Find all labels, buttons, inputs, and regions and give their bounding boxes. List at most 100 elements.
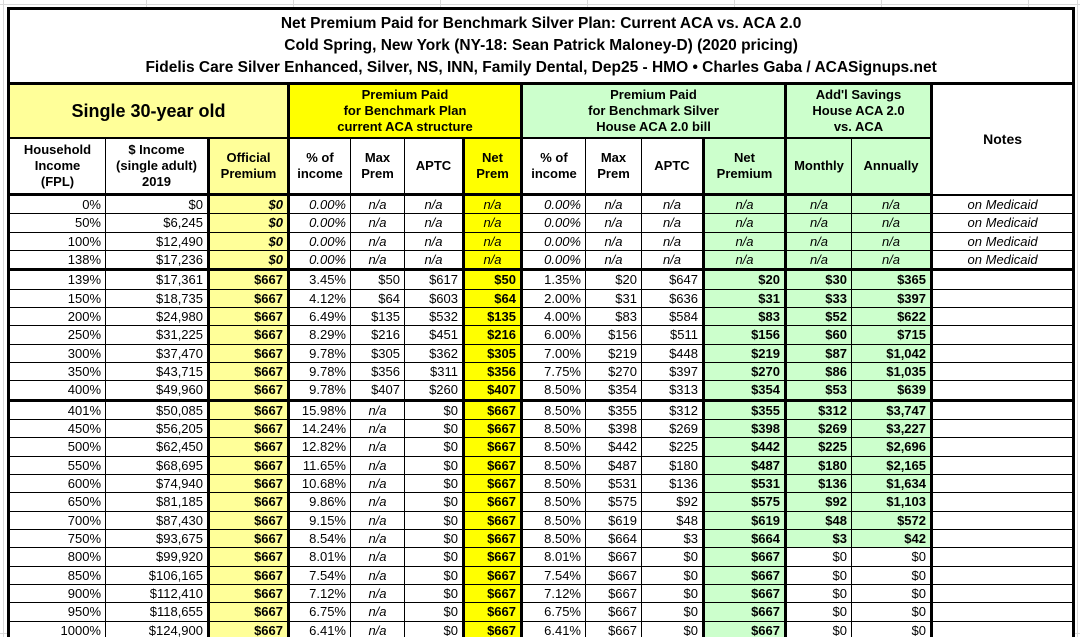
cell-aca-net-prem: $667 xyxy=(462,510,522,530)
column-header-aca2-net-premium: Net Premium xyxy=(702,137,786,196)
cell-aca-max-prem: $216 xyxy=(350,325,405,345)
cell-aca-pct-income: 7.54% xyxy=(287,565,351,585)
cell-official-premium: $667 xyxy=(207,528,289,549)
cell-savings-monthly: n/a xyxy=(784,231,852,251)
cell-aca2-aptc: $92 xyxy=(641,492,704,512)
cell-notes xyxy=(929,528,1075,549)
cell-official-premium: $667 xyxy=(207,492,289,512)
cell-income: $112,410 xyxy=(105,583,209,604)
cell-fpl: 600% xyxy=(8,473,106,494)
cell-income: $37,470 xyxy=(105,343,209,363)
gridline xyxy=(3,0,4,637)
cell-aca2-aptc: $225 xyxy=(641,437,704,457)
cell-notes xyxy=(929,565,1075,585)
cell-official-premium: $667 xyxy=(207,547,289,567)
cell-aca-aptc: $603 xyxy=(404,288,464,308)
cell-aca-max-prem: n/a xyxy=(350,547,405,567)
table-row: 401% $50,085 $667 15.98% n/a $0 $667 8.50% $355 $… xyxy=(8,399,1075,420)
cell-savings-annually: $42 xyxy=(851,528,932,549)
cell-aca2-aptc: $636 xyxy=(641,288,704,308)
cell-aca2-aptc: $180 xyxy=(641,455,704,475)
title-line-3: Fidelis Care Silver Enhanced, Silver, NS… xyxy=(145,59,937,76)
cell-income: $87,430 xyxy=(105,510,209,530)
cell-savings-monthly: $0 xyxy=(784,583,852,604)
cell-savings-monthly: $3 xyxy=(784,528,852,549)
cell-savings-annually: $3,747 xyxy=(851,399,932,420)
cell-savings-monthly: $87 xyxy=(784,343,852,363)
cell-savings-monthly: $180 xyxy=(784,455,852,475)
column-header-savings-monthly: Monthly xyxy=(784,137,852,196)
cell-income: $49,960 xyxy=(105,380,209,402)
cell-savings-annually: $0 xyxy=(851,565,932,585)
cell-aca2-max-prem: $31 xyxy=(585,288,642,308)
cell-aca2-aptc: $48 xyxy=(641,510,704,530)
cell-aca2-pct-income: 8.50% xyxy=(520,510,586,530)
cell-aca-max-prem: $50 xyxy=(350,269,405,290)
cell-fpl: 138% xyxy=(8,249,106,272)
column-header-aca-net-prem: Net Prem xyxy=(462,137,522,196)
cell-official-premium: $667 xyxy=(207,620,289,637)
cell-fpl: 401% xyxy=(8,399,106,420)
cell-aca-pct-income: 9.78% xyxy=(287,380,351,402)
cell-aca2-pct-income: 8.50% xyxy=(520,473,586,494)
cell-aca-net-prem: $305 xyxy=(462,343,522,363)
cell-savings-annually: $3,227 xyxy=(851,418,932,439)
cell-aca-max-prem: n/a xyxy=(350,602,405,622)
cell-aca-net-prem: $667 xyxy=(462,418,522,439)
cell-savings-monthly: $0 xyxy=(784,565,852,585)
cell-income: $74,940 xyxy=(105,473,209,494)
cell-official-premium: $0 xyxy=(207,231,289,251)
cell-aca-pct-income: 3.45% xyxy=(287,269,351,290)
cell-official-premium: $667 xyxy=(207,343,289,363)
cell-aca-aptc: n/a xyxy=(404,193,464,215)
cell-aca2-max-prem: $664 xyxy=(585,528,642,549)
cell-aca-net-prem: $667 xyxy=(462,492,522,512)
cell-savings-monthly: $269 xyxy=(784,418,852,439)
cell-aca2-net-premium: $20 xyxy=(702,269,786,290)
cell-aca-max-prem: n/a xyxy=(350,249,405,272)
cell-fpl: 500% xyxy=(8,437,106,457)
cell-aca-aptc: $0 xyxy=(404,528,464,549)
table-row: 1000% $124,900 $667 6.41% n/a $0 $667 6.41% $667… xyxy=(8,620,1075,637)
table-row: 500% $62,450 $667 12.82% n/a $0 $667 8.50% $442 $… xyxy=(8,437,1075,457)
cell-official-premium: $0 xyxy=(207,213,289,233)
cell-notes xyxy=(929,437,1075,457)
table-row: 650% $81,185 $667 9.86% n/a $0 $667 8.50% $575 $9… xyxy=(8,492,1075,512)
table-row: 139% $17,361 $667 3.45% $50 $617 $50 1.35% $20 $6… xyxy=(8,269,1075,290)
cell-aca-net-prem: $407 xyxy=(462,380,522,402)
cell-savings-annually: n/a xyxy=(851,231,932,251)
cell-notes: on Medicaid xyxy=(929,213,1075,233)
cell-aca-aptc: $0 xyxy=(404,547,464,567)
cell-aca2-aptc: $647 xyxy=(641,269,704,290)
cell-aca2-aptc: $3 xyxy=(641,528,704,549)
cell-aca2-aptc: $312 xyxy=(641,399,704,420)
cell-aca-pct-income: 6.41% xyxy=(287,620,351,637)
cell-aca-net-prem: n/a xyxy=(462,193,522,215)
cell-aca-pct-income: 9.78% xyxy=(287,343,351,363)
cell-notes xyxy=(929,455,1075,475)
cell-savings-annually: $365 xyxy=(851,269,932,290)
cell-aca2-aptc: $511 xyxy=(641,325,704,345)
cell-notes xyxy=(929,418,1075,439)
cell-savings-monthly: $92 xyxy=(784,492,852,512)
cell-aca2-max-prem: $575 xyxy=(585,492,642,512)
cell-aca-max-prem: $356 xyxy=(350,361,405,382)
cell-official-premium: $0 xyxy=(207,193,289,215)
cell-aca-max-prem: n/a xyxy=(350,231,405,251)
cell-aca2-pct-income: 0.00% xyxy=(520,231,586,251)
cell-aca-net-prem: $64 xyxy=(462,288,522,308)
cell-aca2-net-premium: $487 xyxy=(702,455,786,475)
cell-fpl: 139% xyxy=(8,269,106,290)
cell-aca-aptc: $0 xyxy=(404,602,464,622)
group-header-row: Single 30-year old Premium Paid for Benc… xyxy=(8,83,1075,196)
cell-savings-annually: $0 xyxy=(851,620,932,637)
cell-official-premium: $667 xyxy=(207,583,289,604)
cell-aca2-aptc: $136 xyxy=(641,473,704,494)
cell-savings-annually: $397 xyxy=(851,288,932,308)
column-header-official-premium: Official Premium xyxy=(207,137,289,196)
cell-aca2-pct-income: 8.50% xyxy=(520,492,586,512)
cell-aca-net-prem: $667 xyxy=(462,455,522,475)
cell-income: $50,085 xyxy=(105,399,209,420)
cell-notes xyxy=(929,306,1075,327)
cell-notes xyxy=(929,583,1075,604)
